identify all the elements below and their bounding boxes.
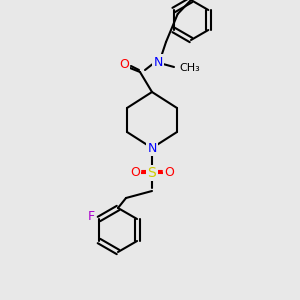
Text: N: N <box>153 56 163 68</box>
Text: O: O <box>130 167 140 179</box>
Text: F: F <box>87 211 94 224</box>
Text: N: N <box>147 142 157 154</box>
Text: O: O <box>164 167 174 179</box>
Text: S: S <box>148 166 156 180</box>
Text: CH₃: CH₃ <box>179 63 200 73</box>
Text: O: O <box>119 58 129 70</box>
